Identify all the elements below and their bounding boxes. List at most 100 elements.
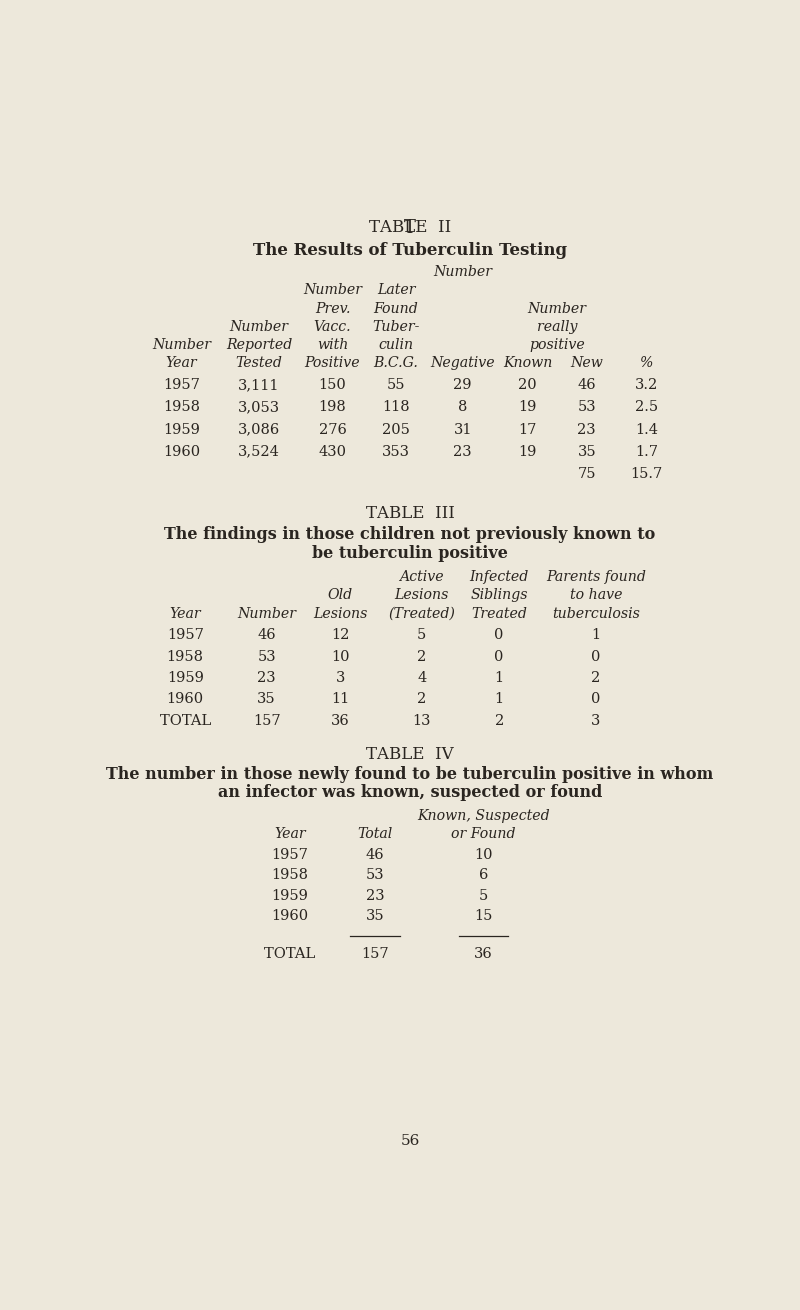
Text: The number in those newly found to be tuberculin positive in whom: The number in those newly found to be tu… [106, 766, 714, 783]
Text: T​ABLE  IV: T​ABLE IV [366, 745, 454, 762]
Text: Negative: Negative [430, 356, 495, 369]
Text: 36: 36 [331, 714, 350, 728]
Text: 17: 17 [518, 423, 537, 436]
Text: culin: culin [378, 338, 414, 352]
Text: 1960: 1960 [163, 444, 200, 458]
Text: 1959: 1959 [167, 671, 204, 685]
Text: 10: 10 [331, 650, 350, 663]
Text: New: New [570, 356, 603, 369]
Text: 205: 205 [382, 423, 410, 436]
Text: Total: Total [358, 827, 393, 841]
Text: 0: 0 [494, 629, 504, 642]
Text: 1.7: 1.7 [635, 444, 658, 458]
Text: Tuber-: Tuber- [372, 320, 420, 334]
Text: 1957: 1957 [271, 848, 308, 862]
Text: 35: 35 [578, 444, 596, 458]
Text: 3: 3 [591, 714, 601, 728]
Text: The findings in those children not previously known to: The findings in those children not previ… [164, 525, 656, 542]
Text: Positive: Positive [305, 356, 360, 369]
Text: 1958: 1958 [271, 869, 308, 883]
Text: 430: 430 [318, 444, 346, 458]
Text: 5: 5 [417, 629, 426, 642]
Text: 19: 19 [518, 444, 537, 458]
Text: 157: 157 [362, 947, 389, 962]
Text: 0: 0 [591, 650, 601, 663]
Text: Year: Year [166, 356, 197, 369]
Text: 3,524: 3,524 [238, 444, 280, 458]
Text: 157: 157 [253, 714, 281, 728]
Text: Parents found: Parents found [546, 570, 646, 584]
Text: 35: 35 [366, 909, 385, 922]
Text: The Results of Tuberculin Testing: The Results of Tuberculin Testing [253, 241, 567, 258]
Text: Lesions: Lesions [313, 607, 367, 621]
Text: 1958: 1958 [163, 401, 200, 414]
Text: Treated: Treated [471, 607, 527, 621]
Text: 1: 1 [591, 629, 601, 642]
Text: T​ABLE  III: T​ABLE III [366, 504, 454, 521]
Text: 36: 36 [474, 947, 493, 962]
Text: 53: 53 [258, 650, 276, 663]
Text: Tested: Tested [235, 356, 282, 369]
Text: Later: Later [377, 283, 415, 297]
Text: 2: 2 [494, 714, 504, 728]
Text: 1957: 1957 [163, 379, 200, 392]
Text: 75: 75 [578, 466, 596, 481]
Text: 46: 46 [366, 848, 385, 862]
Text: B.C.G.: B.C.G. [374, 356, 418, 369]
Text: 1958: 1958 [166, 650, 204, 663]
Text: 118: 118 [382, 401, 410, 414]
Text: 6: 6 [479, 869, 488, 883]
Text: Known: Known [503, 356, 553, 369]
Text: 198: 198 [318, 401, 346, 414]
Text: 29: 29 [454, 379, 472, 392]
Text: be tuberculin positive: be tuberculin positive [312, 545, 508, 562]
Text: 10: 10 [474, 848, 493, 862]
Text: T​OTAL: T​OTAL [160, 714, 211, 728]
Text: Number: Number [434, 265, 492, 279]
Text: 53: 53 [366, 869, 385, 883]
Text: 5: 5 [479, 888, 488, 903]
Text: Siblings: Siblings [470, 588, 528, 603]
Text: 1: 1 [494, 692, 504, 706]
Text: Lesions: Lesions [394, 588, 449, 603]
Text: Year: Year [170, 607, 201, 621]
Text: 3,111: 3,111 [238, 379, 280, 392]
Text: 35: 35 [258, 692, 276, 706]
Text: 46: 46 [258, 629, 276, 642]
Text: Prev.: Prev. [314, 301, 350, 316]
Text: 0: 0 [494, 650, 504, 663]
Text: 3,053: 3,053 [238, 401, 280, 414]
Text: 1960: 1960 [166, 692, 204, 706]
Text: Reported: Reported [226, 338, 292, 352]
Text: 2: 2 [417, 692, 426, 706]
Text: 1: 1 [494, 671, 504, 685]
Text: 19: 19 [518, 401, 537, 414]
Text: 20: 20 [518, 379, 537, 392]
Text: 23: 23 [454, 444, 472, 458]
Text: 3: 3 [335, 671, 345, 685]
Text: 1957: 1957 [167, 629, 204, 642]
Text: Number: Number [303, 283, 362, 297]
Text: with: with [317, 338, 348, 352]
Text: 31: 31 [454, 423, 472, 436]
Text: really: really [537, 320, 578, 334]
Text: 23: 23 [366, 888, 385, 903]
Text: Vacc.: Vacc. [314, 320, 351, 334]
Text: an infector was known, suspected or found: an infector was known, suspected or foun… [218, 785, 602, 802]
Text: 15: 15 [474, 909, 493, 922]
Text: 4: 4 [417, 671, 426, 685]
Text: 150: 150 [318, 379, 346, 392]
Text: 8: 8 [458, 401, 467, 414]
Text: T: T [404, 219, 416, 237]
Text: Number: Number [528, 301, 586, 316]
Text: 55: 55 [387, 379, 406, 392]
Text: Known, Suspected: Known, Suspected [418, 808, 550, 823]
Text: to have: to have [570, 588, 622, 603]
Text: 56: 56 [400, 1133, 420, 1148]
Text: 2: 2 [591, 671, 601, 685]
Text: 53: 53 [578, 401, 596, 414]
Text: Number: Number [237, 607, 296, 621]
Text: Old: Old [328, 588, 353, 603]
Text: Found: Found [374, 301, 418, 316]
Text: positive: positive [530, 338, 585, 352]
